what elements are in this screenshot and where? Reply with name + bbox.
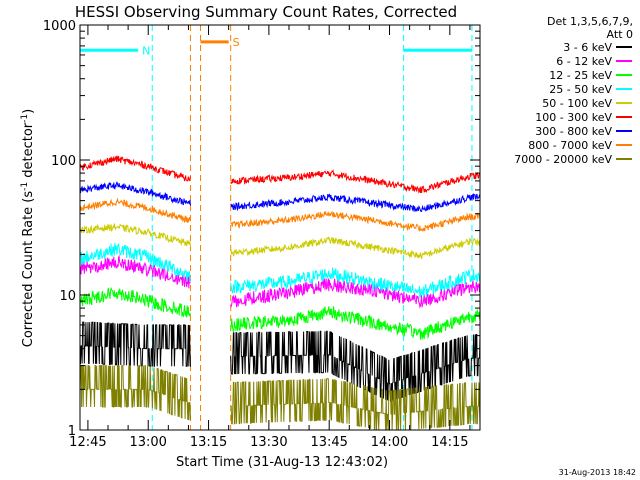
series-7000-20000-keV-line	[79, 365, 481, 431]
series-3-6-keV-line	[80, 321, 481, 402]
x-tick-label: 13:45	[310, 435, 347, 450]
y-axis-label: Corrected Count Rate (s-1 detector-1)	[20, 109, 36, 347]
legend-header-detectors: Det 1,3,5,6,7,9,	[547, 15, 633, 28]
legend-item-label: 12 - 25 keV	[549, 69, 612, 82]
flag-label: S	[233, 36, 240, 49]
x-axis: 12:45 13:00 13:15 13:30 13:45 14:00 14:15	[69, 25, 471, 450]
y-axis-label-main: Corrected Count Rate (s	[21, 191, 36, 348]
x-tick-label: 14:15	[431, 435, 468, 450]
chart-title: HESSI Observing Summary Count Rates, Cor…	[75, 3, 457, 21]
series-50-100-keV-line	[79, 223, 481, 259]
series-6-12-keV-line	[79, 254, 481, 309]
y-tick-label: 100	[51, 154, 76, 169]
y-axis-label-mid: detector	[21, 122, 36, 182]
y-tick-label: 1	[68, 424, 76, 439]
series-25-50-keV-line	[79, 242, 481, 299]
x-tick-label: 13:30	[250, 435, 287, 450]
y-axis-label-end: )	[21, 109, 36, 114]
x-axis-label: Start Time (31-Aug-13 12:43:02)	[176, 455, 388, 470]
count-rate-series	[79, 155, 481, 431]
y-axis-label-sup1: -1	[20, 182, 30, 191]
legend-item-label: 800 - 7000 keV	[528, 139, 612, 152]
plot-frame	[79, 24, 481, 431]
series-12-25-keV-line	[79, 287, 481, 340]
x-tick-label: 12:45	[69, 435, 106, 450]
legend-item-label: 50 - 100 keV	[542, 97, 612, 110]
x-tick-label: 13:00	[129, 435, 166, 450]
x-tick-label: 13:15	[190, 435, 227, 450]
y-axis-label-sup2: -1	[20, 114, 30, 123]
y-tick-label: 10	[59, 289, 76, 304]
y-tick-label: 1000	[43, 19, 76, 34]
legend-header-attenuator: Att 0	[607, 28, 633, 41]
legend-item-label: 7000 - 20000 keV	[514, 153, 612, 166]
y-axis: 1 10 100 1000	[43, 19, 480, 439]
flag-label: N	[142, 44, 150, 57]
legend-item-label: 100 - 300 keV	[535, 111, 612, 124]
legend-item-label: 6 - 12 keV	[556, 55, 612, 68]
series-300-800-keV-line	[79, 181, 481, 213]
plot-timestamp: 31-Aug-2013 18:42	[559, 468, 636, 477]
legend-item-label: 300 - 800 keV	[535, 125, 612, 138]
x-tick-label: 14:00	[371, 435, 408, 450]
series-100-300-keV-line	[79, 155, 481, 194]
series-800-7000-keV-line	[79, 197, 481, 232]
legend-item-label: 25 - 50 keV	[549, 83, 612, 96]
legend-item-label: 3 - 6 keV	[563, 41, 612, 54]
